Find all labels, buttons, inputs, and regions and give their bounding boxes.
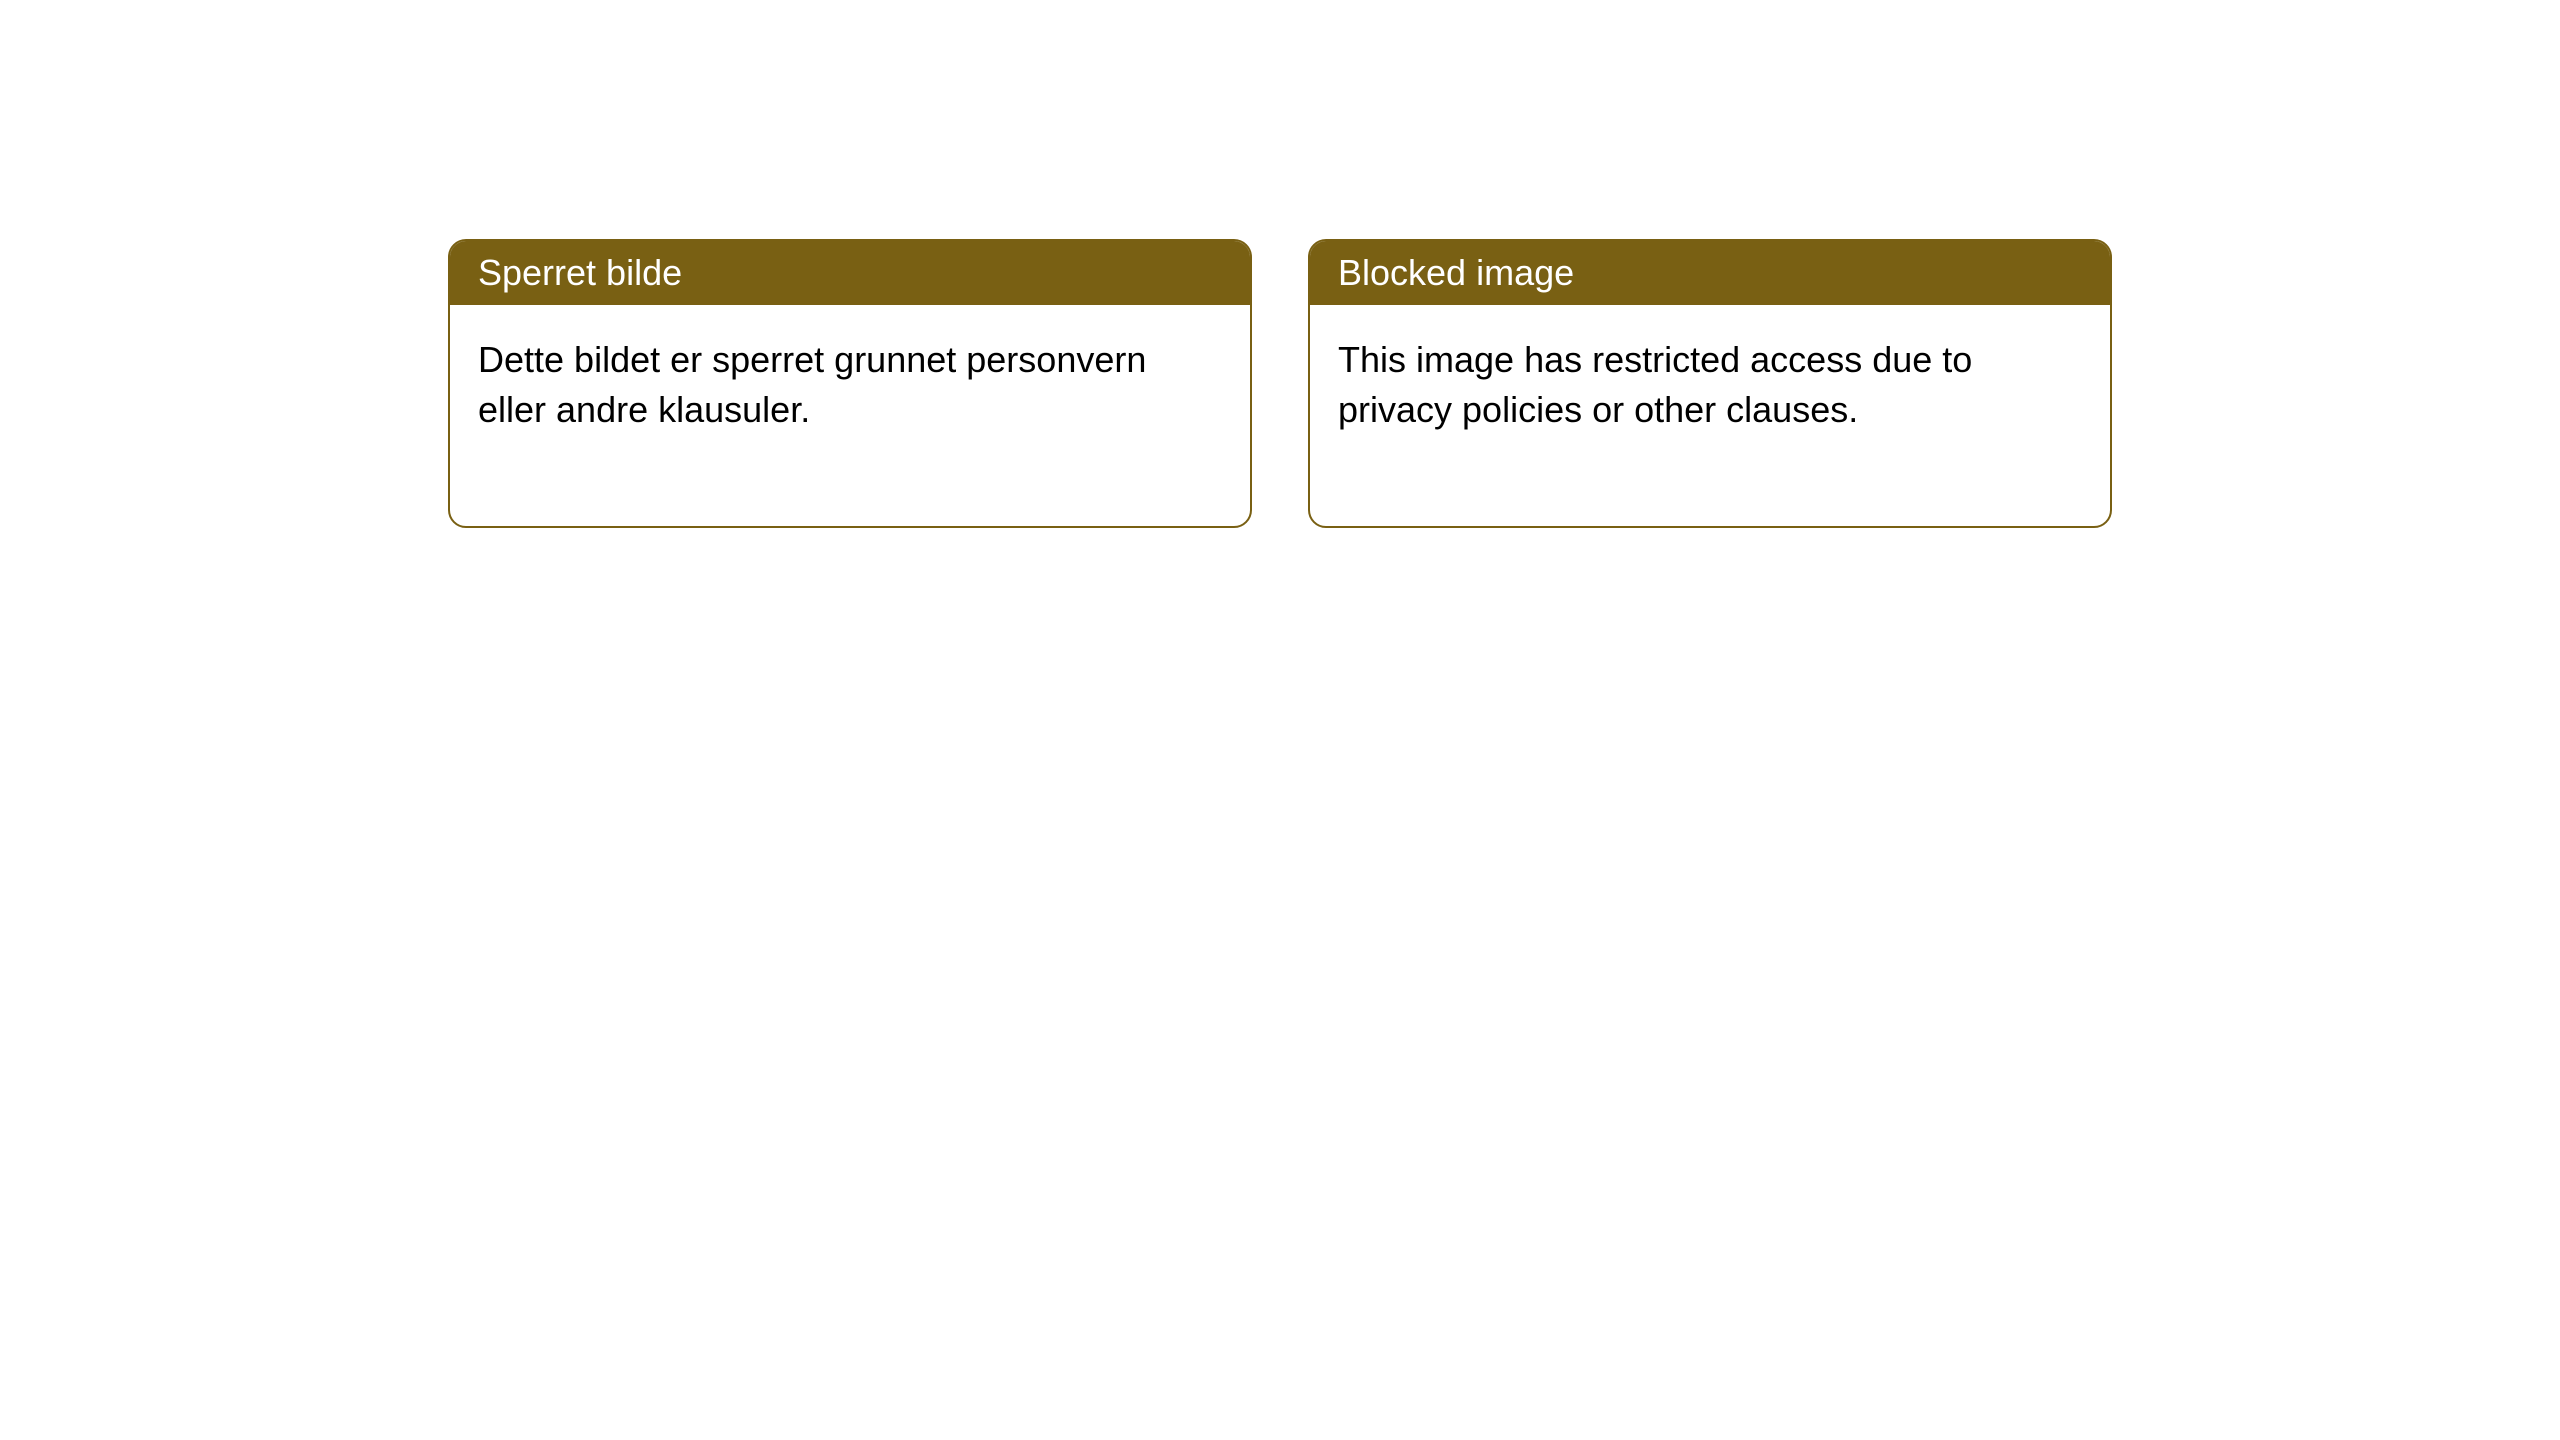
notice-header-norwegian: Sperret bilde bbox=[450, 241, 1250, 305]
notice-box-norwegian: Sperret bilde Dette bildet er sperret gr… bbox=[448, 239, 1252, 528]
notice-box-english: Blocked image This image has restricted … bbox=[1308, 239, 2112, 528]
notice-body-english: This image has restricted access due to … bbox=[1310, 305, 2110, 526]
notice-header-english: Blocked image bbox=[1310, 241, 2110, 305]
notice-container: Sperret bilde Dette bildet er sperret gr… bbox=[0, 0, 2560, 528]
notice-body-norwegian: Dette bildet er sperret grunnet personve… bbox=[450, 305, 1250, 526]
